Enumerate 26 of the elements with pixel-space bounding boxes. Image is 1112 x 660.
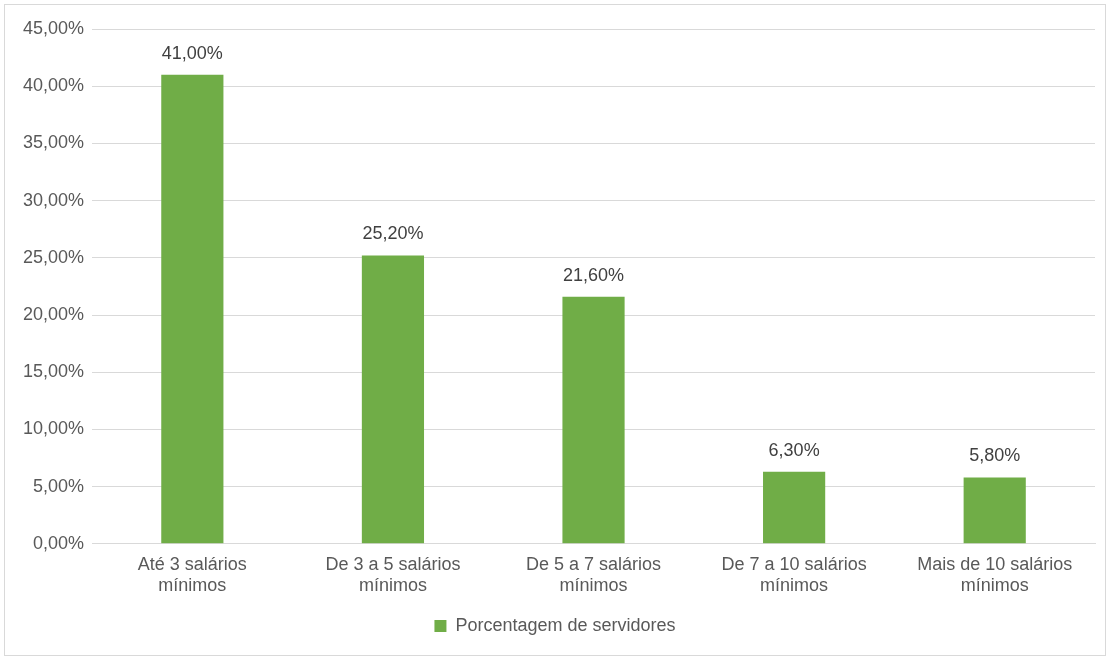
y-tick-label: 40,00% xyxy=(22,75,85,96)
bar xyxy=(763,471,826,544)
x-tick-label: De 7 a 10 salários mínimos xyxy=(721,553,867,596)
data-label: 25,20% xyxy=(362,223,424,244)
x-tick-label: Até 3 salários mínimos xyxy=(137,553,247,596)
data-label: 21,60% xyxy=(562,264,625,285)
x-tick-label: Mais de 10 salários mínimos xyxy=(917,553,1073,596)
data-label: 6,30% xyxy=(768,439,820,460)
y-tick-label: 5,00% xyxy=(33,475,85,496)
y-tick-label: 0,00% xyxy=(33,532,85,553)
data-label: 41,00% xyxy=(161,42,223,63)
y-tick-label: 45,00% xyxy=(22,17,85,38)
x-tick-label: De 3 a 5 salários mínimos xyxy=(325,553,461,596)
legend-label: Porcentagem de servidores xyxy=(455,614,676,635)
bar xyxy=(963,477,1026,544)
y-tick-label: 30,00% xyxy=(22,189,85,210)
y-tick-label: 25,00% xyxy=(22,246,85,267)
y-tick-label: 35,00% xyxy=(22,132,85,153)
bar xyxy=(161,74,224,544)
y-tick-label: 20,00% xyxy=(22,303,85,324)
data-label: 5,80% xyxy=(969,445,1021,466)
y-tick-label: 15,00% xyxy=(22,361,85,382)
bar xyxy=(361,255,425,544)
y-tick-label: 10,00% xyxy=(22,418,85,439)
x-tick-label: De 5 a 7 salários mínimos xyxy=(525,553,662,596)
bar xyxy=(562,296,625,544)
